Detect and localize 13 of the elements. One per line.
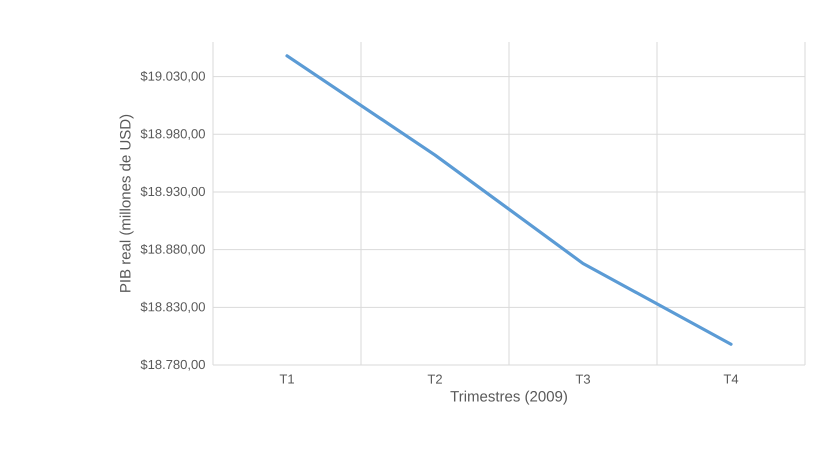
- x-tick-label: T4: [724, 374, 738, 384]
- y-tick-label: $18.980,00: [140, 128, 205, 140]
- line-series: [285, 54, 733, 346]
- y-tick-label: $18.880,00: [140, 244, 205, 256]
- y-tick-label: $19.030,00: [140, 70, 205, 82]
- x-axis-title: Trimestres (2009): [450, 390, 567, 405]
- y-tick-label: $18.780,00: [140, 359, 205, 371]
- y-axis-title: PIB real (millones de USD): [120, 114, 134, 292]
- y-tick-label: $18.930,00: [140, 186, 205, 198]
- x-tick-label: T3: [576, 374, 590, 384]
- y-tick-label: $18.830,00: [140, 302, 205, 313]
- x-tick-label: T1: [280, 374, 294, 384]
- x-tick-label: T2: [428, 374, 442, 384]
